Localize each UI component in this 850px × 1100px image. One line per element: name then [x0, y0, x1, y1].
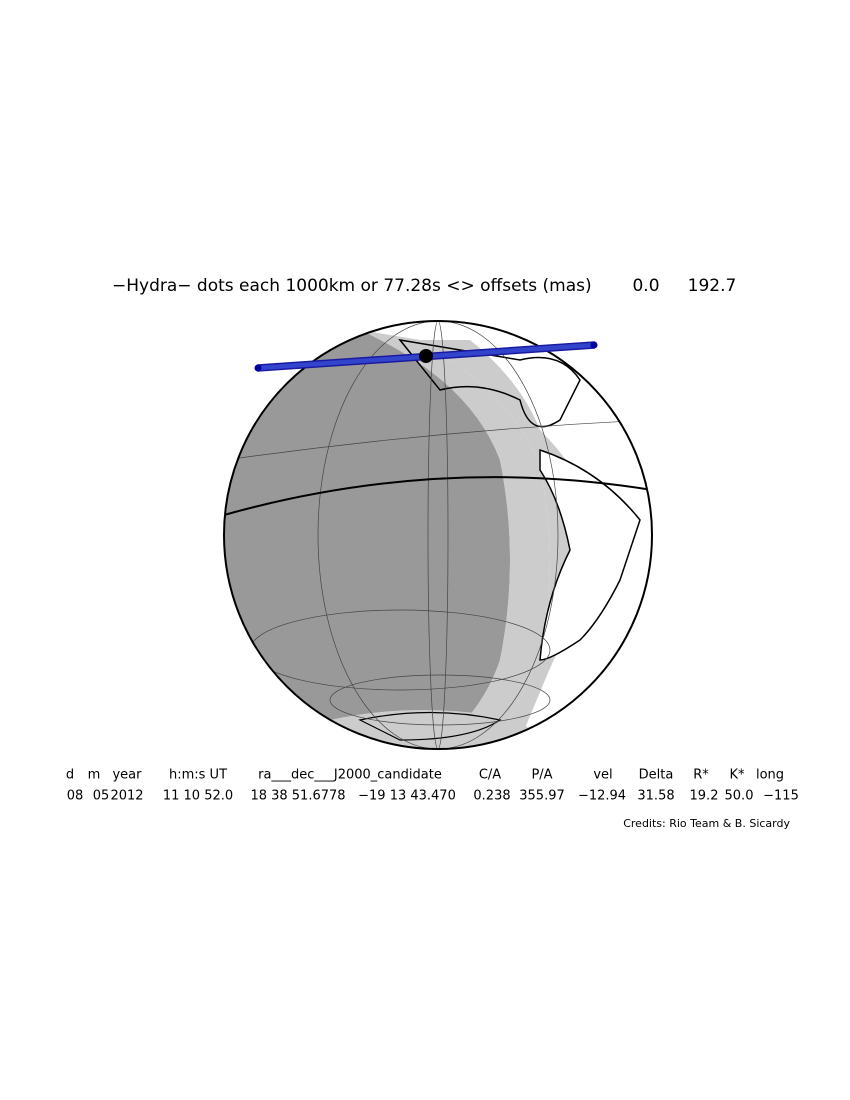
offset-y: 192.7 — [688, 276, 737, 296]
table-value: 50.0 — [725, 789, 754, 804]
table-value: 2012 — [110, 789, 143, 804]
table-header: P/A — [531, 768, 552, 783]
credits: Credits: Rio Team & B. Sicardy — [623, 817, 790, 830]
table-value: 355.97 — [519, 789, 565, 804]
table-header: C/A — [479, 768, 501, 783]
table-header: m — [88, 768, 101, 783]
table-header: K* — [729, 768, 745, 783]
table-header: d — [66, 768, 74, 783]
table-value: −12.94 — [578, 789, 626, 804]
table-value: 0.238 — [473, 789, 510, 804]
event-table: d m year h:m:s UT ra___dec___J2000_candidate… — [66, 768, 799, 804]
table-value: 08 — [67, 789, 84, 804]
table-header: R* — [693, 768, 709, 783]
table-value: 31.58 — [637, 789, 674, 804]
globe — [223, 320, 653, 750]
table-value: 05 — [93, 789, 110, 804]
table-header: long — [756, 768, 784, 783]
offset-x: 0.0 — [632, 276, 659, 296]
table-value: 18 38 51.6778 — [250, 789, 345, 804]
table-value: 11 10 52.0 — [163, 789, 233, 804]
table-value: −19 13 43.470 — [358, 789, 456, 804]
table-value: −115 — [763, 789, 799, 804]
title: −Hydra− dots each 1000km or 77.28s <> of… — [112, 276, 592, 296]
shadow-track — [254, 341, 598, 372]
table-value: 19.2 — [690, 789, 719, 804]
table-header: vel — [593, 768, 612, 783]
table-header: ra___dec___J2000_candidate — [258, 768, 442, 783]
table-header: h:m:s UT — [169, 768, 227, 783]
table-header: year — [112, 768, 142, 783]
table-header: Delta — [639, 768, 674, 783]
